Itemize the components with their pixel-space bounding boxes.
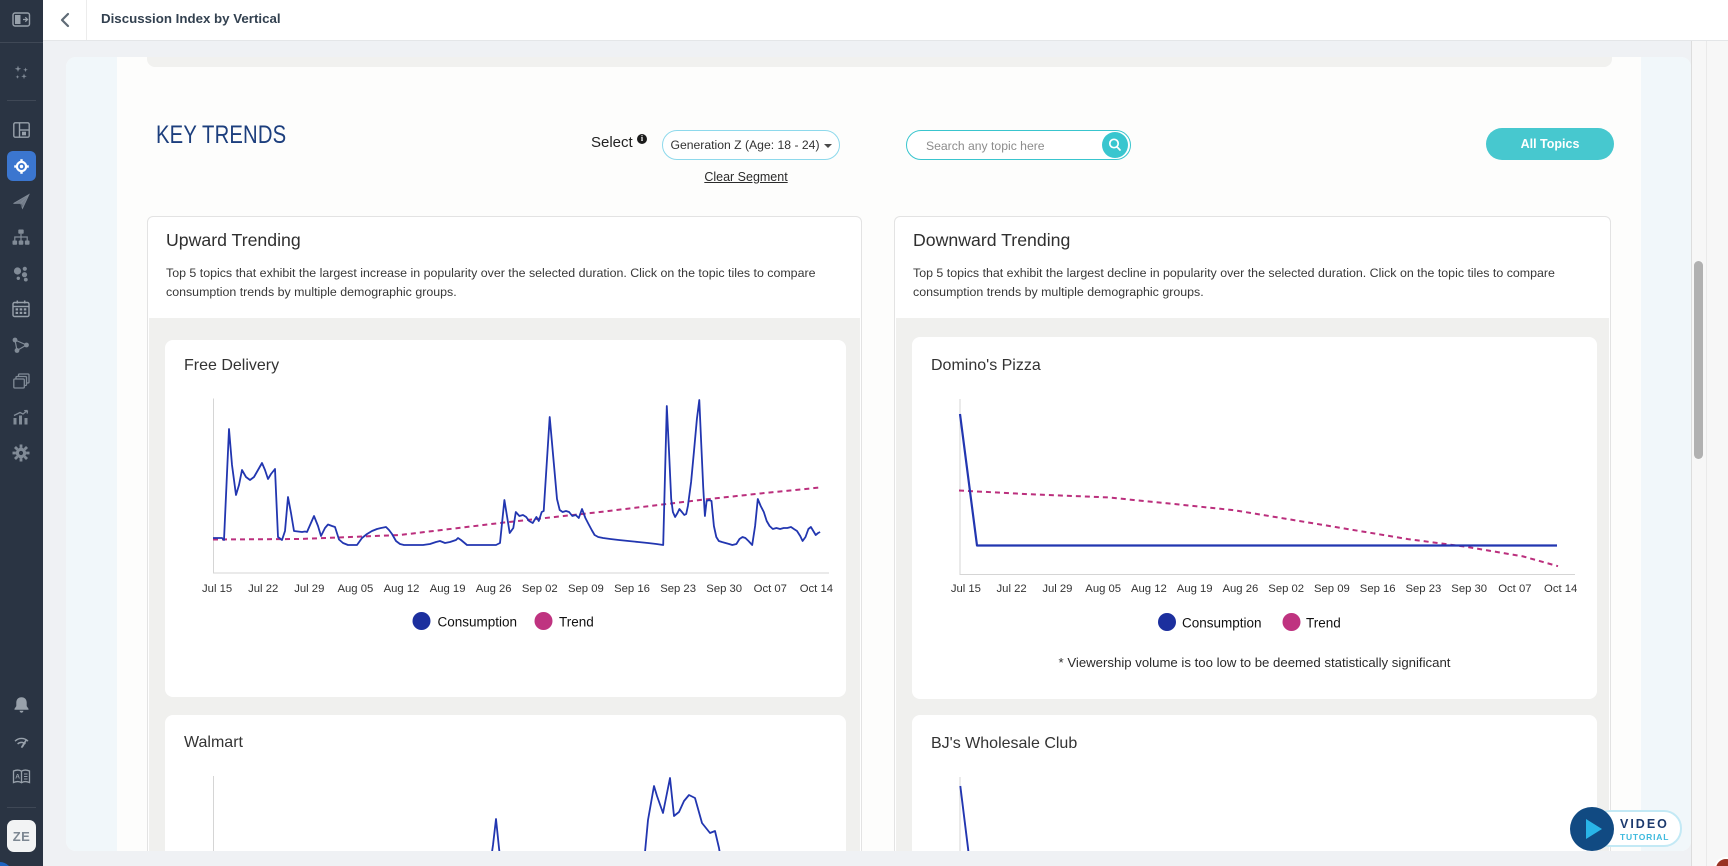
svg-text:A: A — [15, 774, 20, 781]
